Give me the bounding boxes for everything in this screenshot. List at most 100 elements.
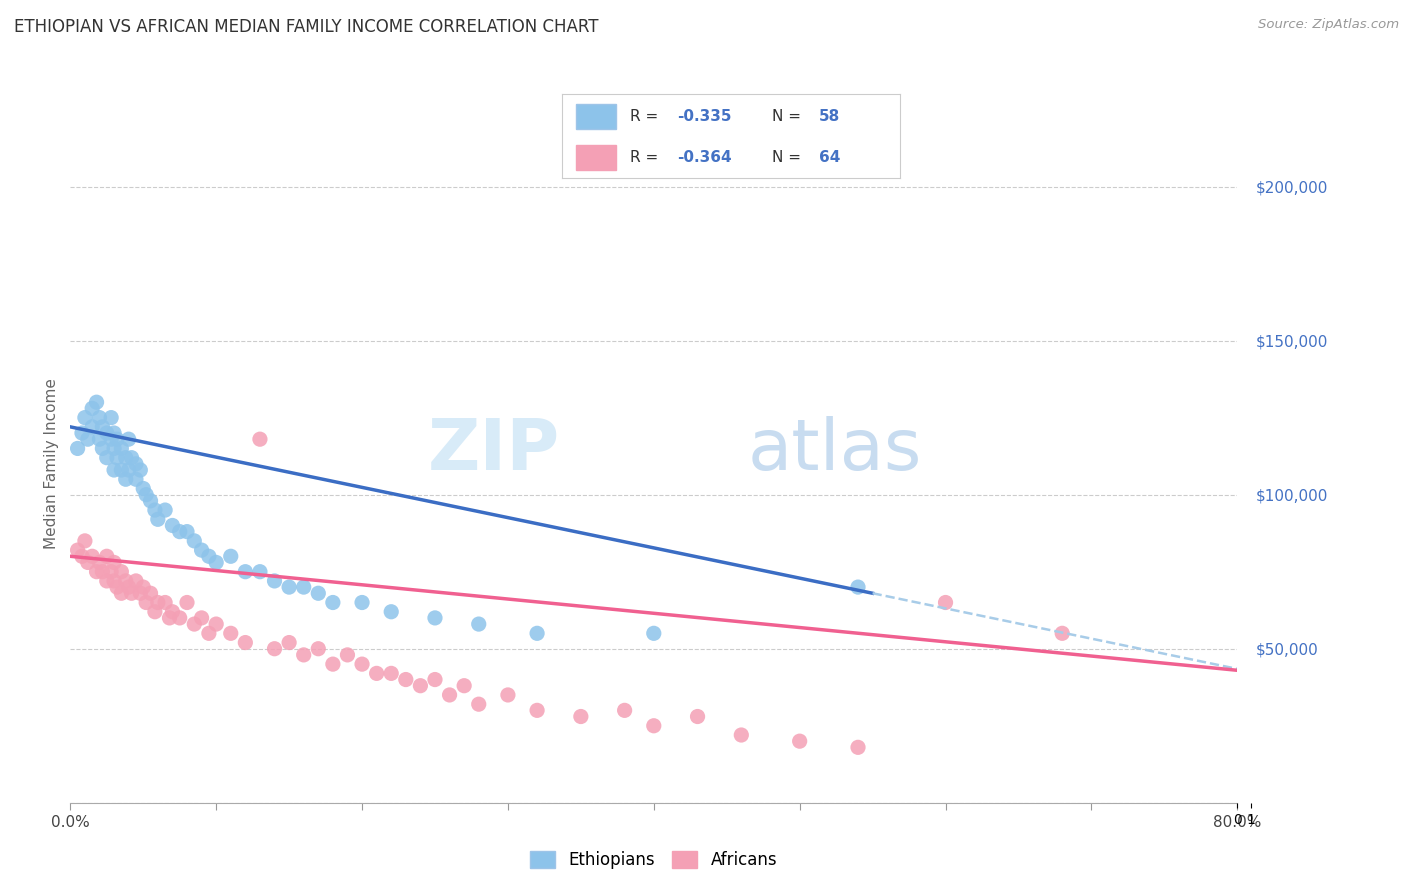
Point (278, 635, 301, 649)
Point (139, 586, 162, 600)
Point (121, 450, 143, 465)
Point (468, 697, 491, 711)
Point (380, 605, 402, 619)
Point (114, 450, 136, 465)
Point (613, 703, 636, 717)
Point (409, 679, 432, 693)
Point (96, 574, 118, 588)
Point (135, 595, 157, 609)
Point (366, 666, 388, 681)
Point (110, 442, 132, 456)
Point (143, 605, 166, 619)
Point (125, 574, 148, 588)
Text: ZIP: ZIP (429, 416, 561, 484)
Point (139, 493, 162, 508)
Point (249, 565, 271, 579)
Point (105, 432, 128, 446)
Point (76, 432, 98, 446)
Point (263, 641, 285, 656)
Point (70, 425, 93, 440)
Point (76, 556, 98, 570)
Point (143, 503, 166, 517)
Point (453, 679, 475, 693)
Point (114, 472, 136, 486)
Point (153, 503, 176, 517)
Legend: Ethiopians, Africans: Ethiopians, Africans (524, 845, 783, 876)
Point (73, 533, 96, 548)
Point (730, 728, 752, 742)
Point (423, 673, 446, 687)
Point (176, 524, 198, 539)
Point (292, 580, 315, 594)
Point (89, 432, 111, 446)
Text: -0.335: -0.335 (678, 109, 731, 124)
Point (263, 574, 285, 588)
Y-axis label: Median Family Income: Median Family Income (44, 378, 59, 549)
Point (89, 556, 111, 570)
Point (934, 595, 956, 609)
Bar (576, 103, 616, 129)
Point (132, 482, 155, 496)
Point (91, 442, 114, 456)
Point (526, 626, 548, 640)
Point (100, 432, 122, 446)
Point (233, 565, 256, 579)
Point (110, 565, 132, 579)
Point (125, 457, 148, 471)
Point (162, 605, 184, 619)
Point (162, 518, 184, 533)
Point (103, 463, 125, 477)
Point (121, 586, 143, 600)
Point (307, 641, 329, 656)
Point (159, 611, 181, 625)
Point (292, 648, 315, 662)
Point (686, 709, 709, 723)
Point (132, 580, 155, 594)
Point (125, 472, 148, 486)
Point (1050, 626, 1074, 640)
Text: -0.364: -0.364 (678, 150, 731, 165)
Point (103, 574, 125, 588)
Point (183, 617, 205, 632)
Text: ETHIOPIAN VS AFRICAN MEDIAN FAMILY INCOME CORRELATION CHART: ETHIOPIAN VS AFRICAN MEDIAN FAMILY INCOM… (14, 18, 599, 36)
Point (96, 450, 118, 465)
Point (789, 734, 811, 748)
Point (380, 666, 402, 681)
Point (105, 580, 128, 594)
Point (219, 549, 242, 564)
Point (146, 595, 169, 609)
Text: N =: N = (772, 150, 806, 165)
Point (70, 549, 93, 564)
Point (114, 574, 136, 588)
Point (278, 580, 301, 594)
Point (846, 580, 869, 594)
Point (100, 565, 122, 579)
Text: N =: N = (772, 109, 806, 124)
Point (205, 617, 228, 632)
Point (307, 586, 329, 600)
Point (233, 635, 256, 649)
Text: atlas: atlas (747, 416, 921, 484)
Text: Source: ZipAtlas.com: Source: ZipAtlas.com (1258, 18, 1399, 31)
Point (96, 549, 118, 564)
Point (352, 657, 374, 672)
Point (91, 565, 114, 579)
Point (198, 549, 221, 564)
Point (100, 410, 122, 425)
Point (219, 626, 242, 640)
Point (439, 688, 461, 702)
Point (526, 703, 548, 717)
Point (190, 543, 212, 558)
Point (73, 410, 96, 425)
Point (153, 595, 176, 609)
Point (82, 549, 104, 564)
Point (169, 524, 191, 539)
Point (249, 432, 271, 446)
Point (66, 543, 89, 558)
Point (103, 442, 125, 456)
Point (643, 626, 665, 640)
Point (103, 556, 125, 570)
Point (336, 648, 359, 662)
Point (129, 463, 152, 477)
Point (105, 450, 128, 465)
